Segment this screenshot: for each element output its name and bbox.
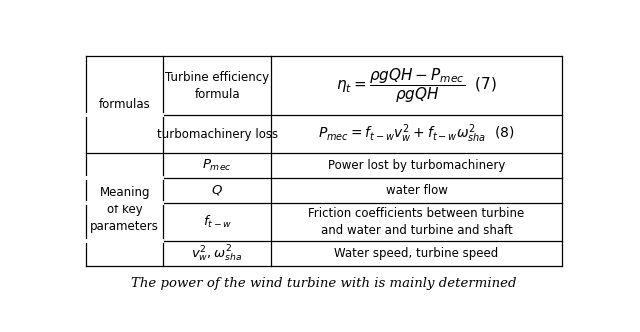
Text: Turbine efficiency
formula: Turbine efficiency formula [165, 71, 269, 101]
Text: Meaning
of key
parameters: Meaning of key parameters [90, 186, 159, 233]
Text: formulas: formulas [99, 98, 150, 112]
Text: turbomachinery loss: turbomachinery loss [157, 127, 278, 140]
Text: $P_{mec}$: $P_{mec}$ [202, 158, 232, 173]
Text: Power lost by turbomachinery: Power lost by turbomachinery [328, 159, 505, 172]
Text: $Q$: $Q$ [211, 184, 223, 198]
Text: Water speed, turbine speed: Water speed, turbine speed [335, 247, 499, 260]
Text: $f_{t-w}$: $f_{t-w}$ [202, 214, 232, 230]
Text: $\eta_t = \dfrac{\rho g Q H - P_{mec}}{\rho g Q H}$  (7): $\eta_t = \dfrac{\rho g Q H - P_{mec}}{\… [336, 66, 497, 105]
Text: The power of the wind turbine with is mainly determined: The power of the wind turbine with is ma… [131, 278, 516, 290]
Text: Friction coefficients between turbine
and water and turbine and shaft: Friction coefficients between turbine an… [308, 207, 525, 237]
Text: $v_w^2, \omega_{sha}^2$: $v_w^2, \omega_{sha}^2$ [191, 244, 243, 264]
Text: $P_{mec} = f_{t-w}v_w^2 + f_{t-w}\omega_{sha}^2$  (8): $P_{mec} = f_{t-w}v_w^2 + f_{t-w}\omega_… [318, 123, 515, 145]
Text: water flow: water flow [385, 184, 447, 197]
